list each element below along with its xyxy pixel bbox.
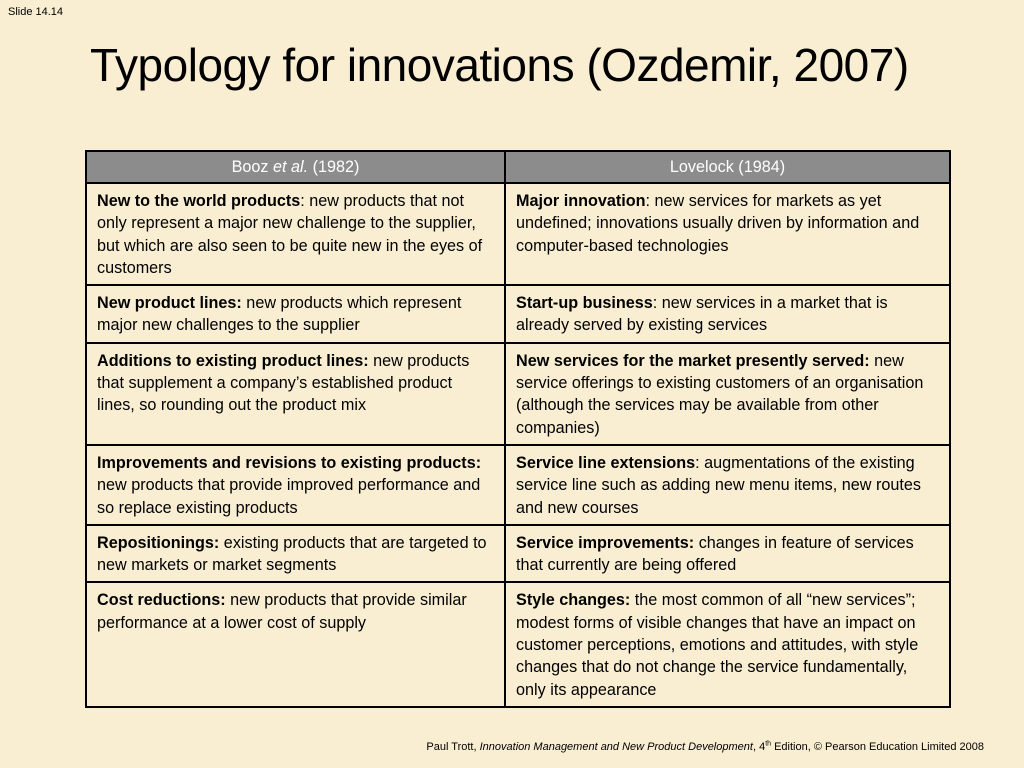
lovelock-cell: Service improvements: changes in feature… [504,523,951,584]
booz-description: existing products that are targeted to n… [97,533,487,575]
header-etal: et al. [273,157,309,176]
lovelock-term: Service line extensions [516,453,696,472]
lovelock-cell: Start-up business: new services in a mar… [504,284,951,344]
booz-term: Cost reductions: [97,591,226,610]
booz-cell: Additions to existing product lines: new… [84,341,507,446]
lovelock-term: Start-up business [516,294,653,313]
table-row: Additions to existing product lines: new… [84,341,951,446]
booz-term: Repositionings: [97,533,220,552]
booz-cell: New product lines: new products which re… [84,284,507,344]
lovelock-cell: Style changes: the most common of all “n… [504,581,951,708]
typology-table: Booz et al. (1982) Lovelock (1984) New t… [84,150,951,708]
column-header-lovelock: Lovelock (1984) [504,150,951,184]
booz-description: new products that provide improved perfo… [97,476,481,517]
footer-author: Paul Trott, [426,741,480,753]
column-header-booz: Booz et al. (1982) [84,150,507,184]
lovelock-cell: Major innovation: new services for marke… [504,181,951,287]
lovelock-description: the most common of all “new services”; m… [516,591,919,699]
table-row: New to the world products: new products … [84,181,951,287]
booz-term: New to the world products [97,192,301,210]
lovelock-cell: Service line extensions: augmentations o… [504,443,951,526]
lovelock-term: Style changes: [516,591,631,610]
lovelock-term: New services for the market presently se… [516,351,870,370]
booz-cell: Repositionings: existing products that a… [84,523,507,584]
table-row: Repositionings: existing products that a… [84,523,951,584]
footer-edition-post: Edition, © Pearson Education Limited 200… [771,741,984,753]
booz-term: Additions to existing product lines: [97,351,369,370]
booz-cell: Cost reductions: new products that provi… [84,581,507,708]
footer-book-title: Innovation Management and New Product De… [479,741,753,753]
footer-edition-sup: th [765,740,772,748]
table-row: New product lines: new products which re… [84,284,951,344]
lovelock-description: : augmentations of the existing service … [516,453,921,517]
lovelock-cell: New services for the market presently se… [504,341,951,446]
booz-term: Improvements and revisions to existing p… [97,453,482,472]
booz-cell: New to the world products: new products … [84,181,507,287]
lovelock-description: : new services in a market that is alrea… [516,294,888,335]
header-author: Booz [231,157,269,176]
lovelock-term: Service improvements: [516,533,695,552]
slide-number: Slide 14.14 [8,6,64,18]
footer-citation: Paul Trott, Innovation Management and Ne… [426,740,984,753]
lovelock-term: Major innovation [516,192,646,210]
table-header-row: Booz et al. (1982) Lovelock (1984) [84,150,951,184]
table-row: Cost reductions: new products that provi… [84,581,951,708]
booz-term: New product lines: [97,294,242,313]
booz-description: new products that supplement a company’s… [97,351,470,415]
lovelock-description: changes in feature of services that curr… [516,533,914,575]
booz-cell: Improvements and revisions to existing p… [84,443,507,526]
booz-description: new products which represent major new c… [97,294,462,335]
lovelock-description: : new services for markets as yet undefi… [516,192,920,255]
slide-title: Typology for innovations (Ozdemir, 2007) [90,39,909,91]
booz-description: : new products that not only represent a… [97,192,483,277]
header-year: (1982) [312,157,360,176]
lovelock-description: new service offerings to existing custom… [516,351,924,437]
booz-description: new products that provide similar perfor… [97,591,467,632]
table-row: Improvements and revisions to existing p… [84,443,951,526]
footer-edition-pre: , 4 [752,741,766,753]
